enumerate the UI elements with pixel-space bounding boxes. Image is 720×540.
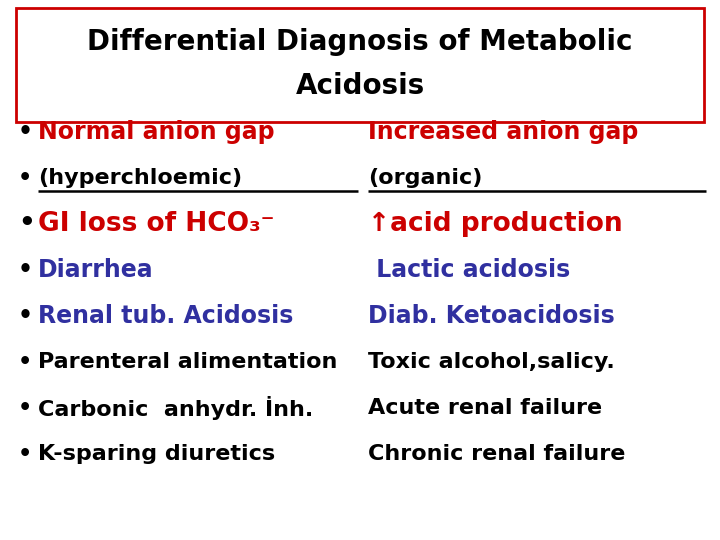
Text: ↑acid production: ↑acid production [368, 211, 623, 237]
Text: K-sparing diuretics: K-sparing diuretics [38, 444, 275, 464]
Text: •: • [18, 444, 32, 464]
Text: Increased anion gap: Increased anion gap [368, 120, 639, 144]
Text: Diarrhea: Diarrhea [38, 258, 153, 282]
Text: Parenteral alimentation: Parenteral alimentation [38, 352, 338, 372]
Text: Differential Diagnosis of Metabolic: Differential Diagnosis of Metabolic [87, 28, 633, 56]
Text: •: • [18, 304, 33, 328]
Text: •: • [18, 211, 35, 237]
Text: Renal tub. Acidosis: Renal tub. Acidosis [38, 304, 293, 328]
Text: Acute renal failure: Acute renal failure [368, 398, 602, 418]
Text: •: • [18, 352, 32, 372]
Text: •: • [18, 168, 32, 188]
Text: (organic): (organic) [368, 168, 482, 188]
Text: Toxic alcohol,salicy.: Toxic alcohol,salicy. [368, 352, 615, 372]
Text: Acidosis: Acidosis [295, 72, 425, 100]
Text: Carbonic  anhydr. İnh.: Carbonic anhydr. İnh. [38, 396, 313, 420]
Text: GI loss of HCO₃⁻: GI loss of HCO₃⁻ [38, 211, 274, 237]
Text: Chronic renal failure: Chronic renal failure [368, 444, 626, 464]
Text: •: • [18, 120, 33, 144]
Text: Diab. Ketoacidosis: Diab. Ketoacidosis [368, 304, 615, 328]
Text: Normal anion gap: Normal anion gap [38, 120, 274, 144]
Text: (hyperchloemic): (hyperchloemic) [38, 168, 242, 188]
Text: •: • [18, 398, 32, 418]
FancyBboxPatch shape [16, 8, 704, 122]
Text: •: • [18, 258, 33, 282]
Text: Lactic acidosis: Lactic acidosis [368, 258, 570, 282]
